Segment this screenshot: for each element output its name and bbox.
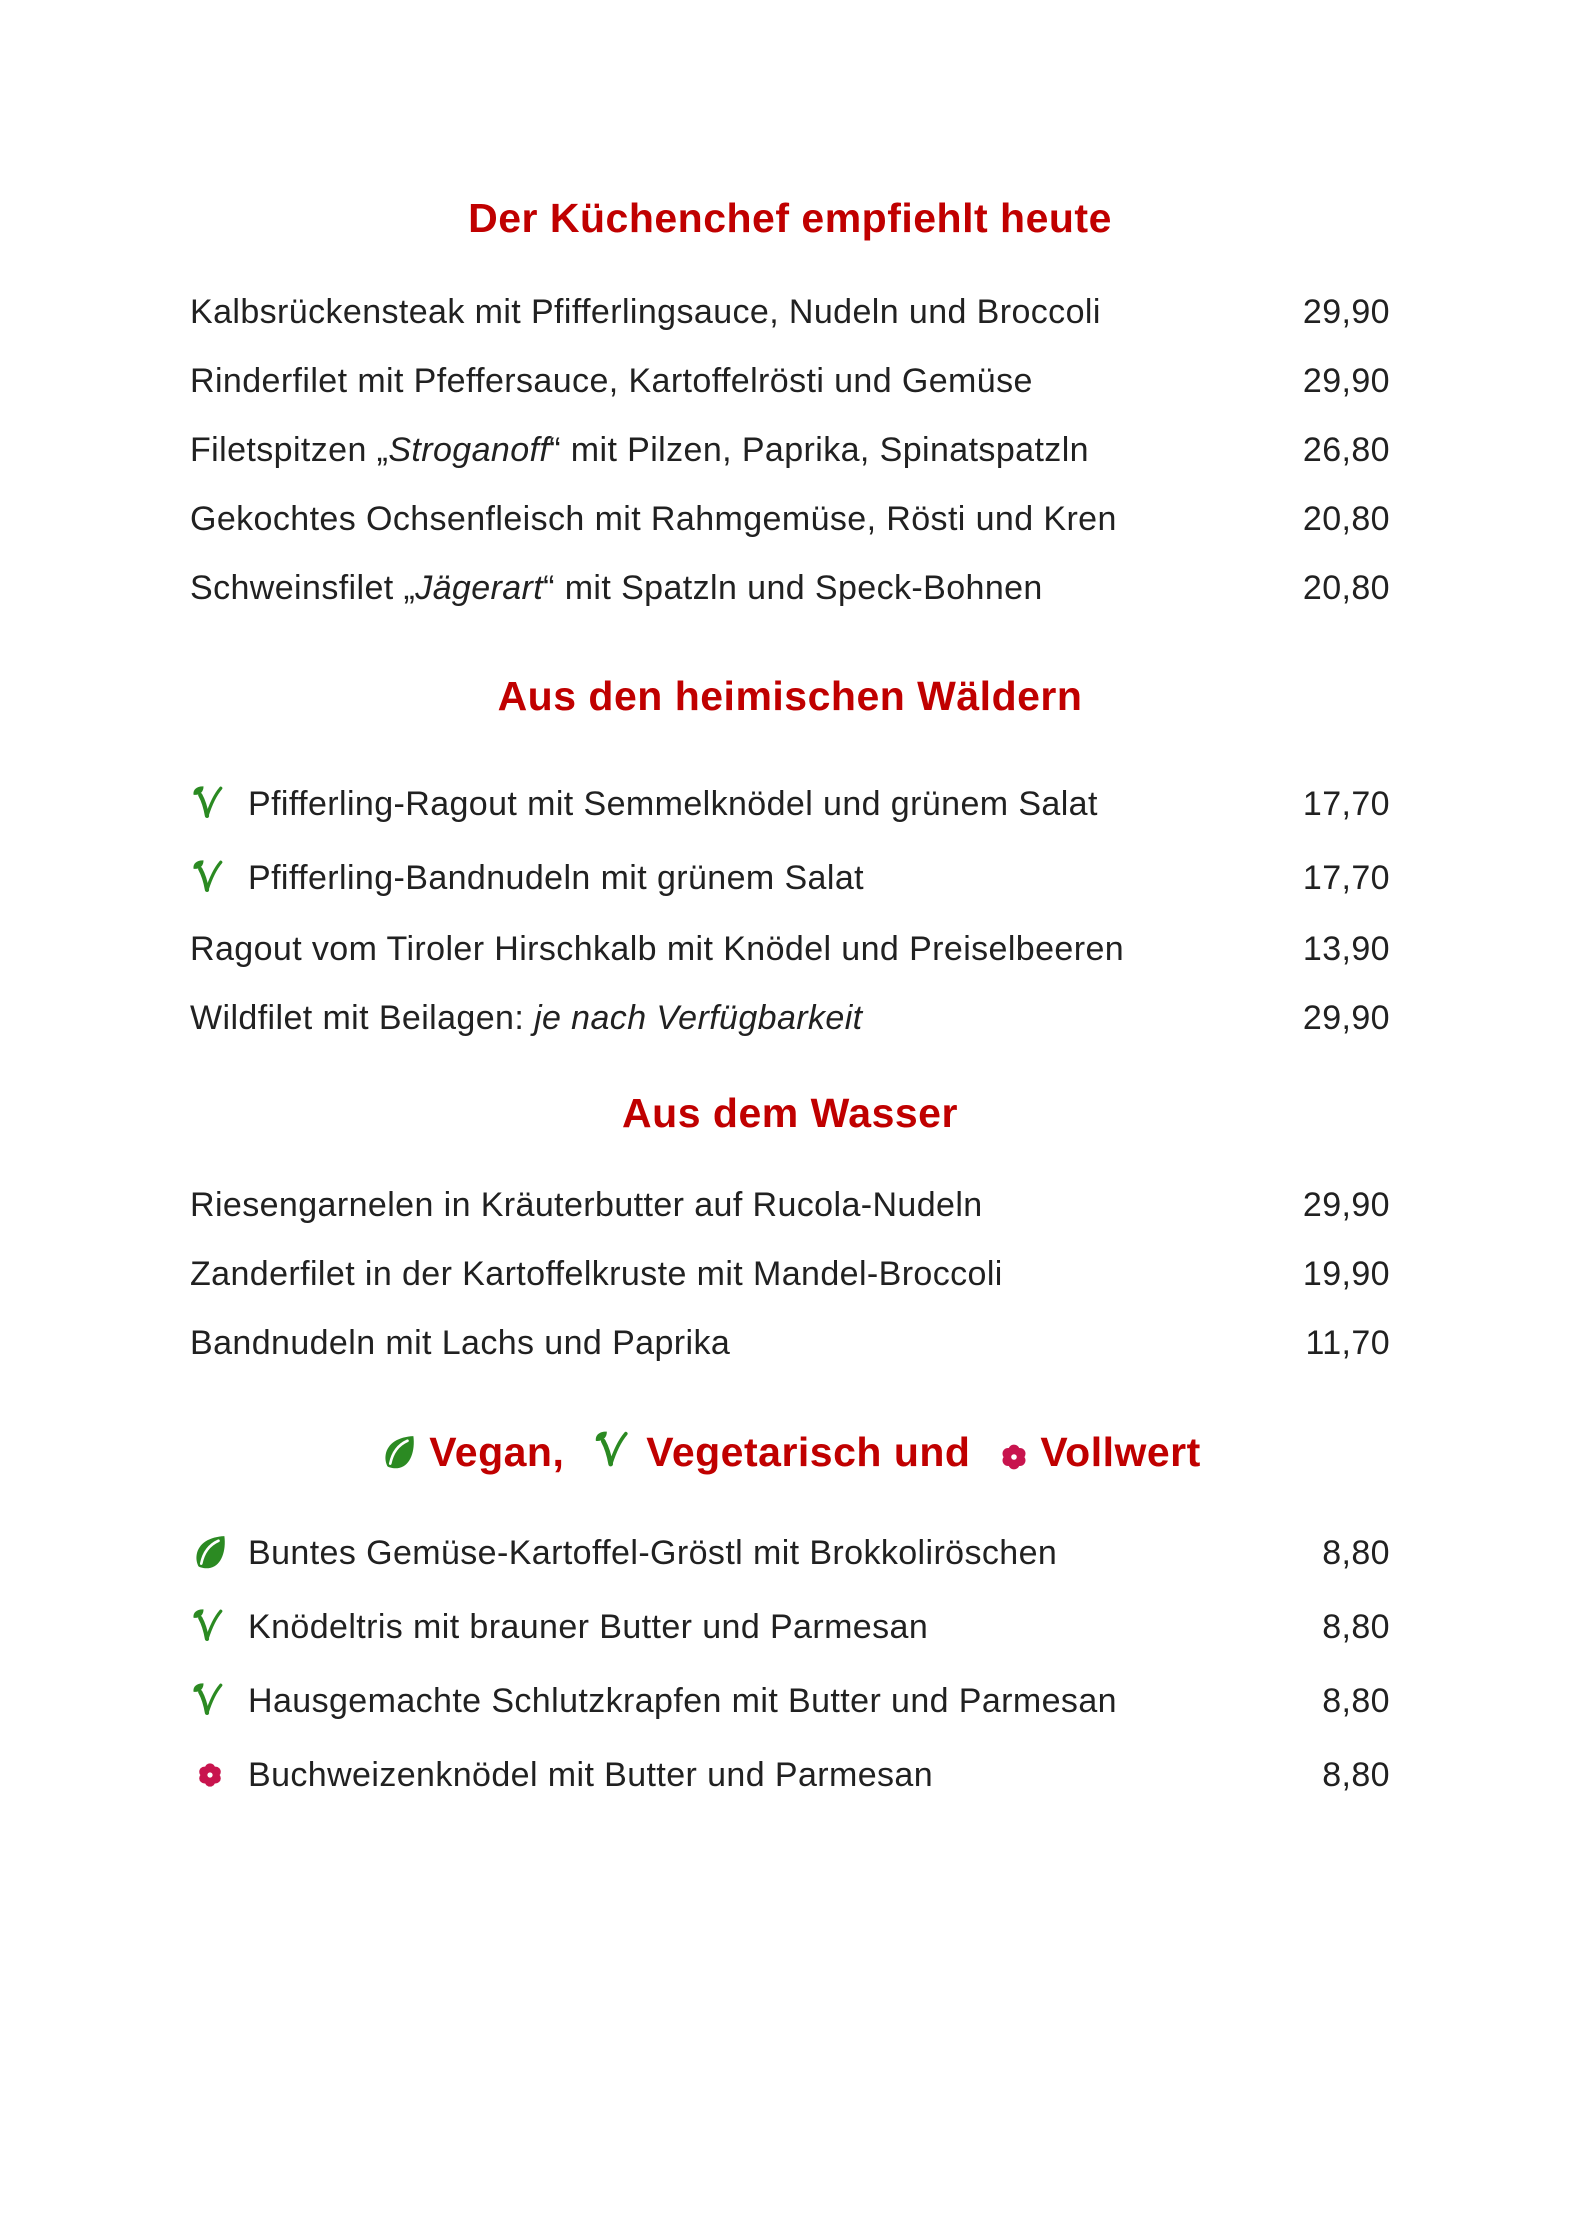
section-title: Vegan, Vegetarisch und Vollwert [190,1429,1390,1474]
vegetarian-v-icon [190,784,230,824]
menu-sections: Der Küchenchef empfiehlt heute Kalbsrück… [190,196,1390,1795]
menu-item-name-segment: Filetspitzen „ [190,431,389,469]
menu-item-row: Zanderfilet in der Kartoffelkruste mit M… [190,1257,1390,1292]
section-items: Riesengarnelen in Kräuterbutter auf Ruco… [190,1188,1390,1361]
menu-item-row: Buchweizenknödel mit Butter und Parmesan… [190,1755,1390,1795]
menu-item-name: Schweinsfilet „Jägerart“ mit Spatzln und… [190,571,1260,606]
vegetarian-v-icon [190,1681,230,1721]
menu-item-name: Zanderfilet in der Kartoffelkruste mit M… [190,1257,1260,1292]
menu-section: Aus dem Wasser Riesengarnelen in Kräuter… [190,1091,1390,1361]
menu-item-name-italic: je nach Verfügbarkeit [534,999,863,1037]
menu-item-price: 20,80 [1302,569,1390,607]
menu-item-row: Wildfilet mit Beilagen: je nach Verfügba… [190,1001,1390,1036]
menu-item-name-segment: “ mit Pilzen, Paprika, Spinatspatzln [549,431,1089,469]
vegetarian-v-icon [592,1429,636,1473]
menu-item-row: Pfifferling-Ragout mit Semmelknödel und … [190,784,1390,824]
menu-item-name-segment: Zanderfilet in der Kartoffelkruste mit M… [190,1255,1003,1293]
menu-item-row: Gekochtes Ochsenfleisch mit Rahmgemüse, … [190,502,1390,537]
section-title: Aus dem Wasser [622,1090,958,1136]
menu-section: Vegan, Vegetarisch und Vollwert Buntes G… [190,1429,1390,1795]
menu-item-name-italic: Jägerart [415,569,544,607]
menu-item-name-italic: Stroganoff [388,431,550,469]
section-title-text: Vegetarisch und [646,1429,983,1475]
menu-item-price: 19,90 [1302,1255,1390,1293]
menu-item-row: Knödeltris mit brauner Butter und Parmes… [190,1607,1390,1647]
menu-item-name: Buntes Gemüse-Kartoffel-Gröstl mit Brokk… [248,1533,1260,1572]
menu-item-name-segment: Hausgemachte Schlutzkrapfen mit Butter u… [248,1681,1117,1720]
vegan-leaf-icon [379,1433,419,1473]
menu-item-price: 11,70 [1305,1324,1390,1362]
menu-item-name-segment: “ mit Spatzln und Speck-Bohnen [543,569,1043,607]
menu-item-row: Kalbsrückensteak mit Pfifferlingsauce, N… [190,295,1390,330]
menu-item-name-segment: Wildfilet mit Beilagen: [190,999,535,1037]
menu-item-price: 26,80 [1302,431,1390,469]
vegan-leaf-icon [190,1533,230,1573]
menu-item-price: 17,70 [1302,784,1390,823]
menu-item-name: Rinderfilet mit Pfeffersauce, Kartoffelr… [190,364,1260,399]
menu-item-name-segment: Schweinsfilet „ [190,569,416,607]
menu-item-name-segment: Bandnudeln mit Lachs und Paprika [190,1324,731,1362]
menu-item-price: 8,80 [1322,1755,1390,1794]
menu-item-name-segment: Buchweizenknödel mit Butter und Parmesan [248,1755,934,1794]
menu-item-row: Ragout vom Tiroler Hirschkalb mit Knödel… [190,932,1390,967]
menu-item-price: 17,70 [1302,858,1390,897]
vollwert-flower-icon [190,1755,230,1795]
menu-item-price: 29,90 [1302,999,1390,1037]
menu-item-name-segment: Riesengarnelen in Kräuterbutter auf Ruco… [190,1186,983,1224]
menu-item-name-segment: Pfifferling-Ragout mit Semmelknödel und … [248,784,1098,823]
menu-item-row: Pfifferling-Bandnudeln mit grünem Salat … [190,858,1390,898]
menu-item-name-segment: Kalbsrückensteak mit Pfifferlingsauce, N… [190,293,1101,331]
menu-section: Der Küchenchef empfiehlt heute Kalbsrück… [190,196,1390,606]
menu-item-row: Filetspitzen „Stroganoff“ mit Pilzen, Pa… [190,433,1390,468]
menu-item-price: 29,90 [1302,1186,1390,1224]
menu-item-row: Rinderfilet mit Pfeffersauce, Kartoffelr… [190,364,1390,399]
menu-item-name-segment: Gekochtes Ochsenfleisch mit Rahmgemüse, … [190,500,1117,538]
vegetarian-v-icon [190,1607,230,1647]
menu-item-name-segment: Buntes Gemüse-Kartoffel-Gröstl mit Brokk… [248,1533,1058,1572]
menu-item-name: Ragout vom Tiroler Hirschkalb mit Knödel… [190,932,1260,967]
menu-item-name: Hausgemachte Schlutzkrapfen mit Butter u… [248,1681,1260,1720]
menu-item-name: Pfifferling-Ragout mit Semmelknödel und … [248,784,1260,823]
menu-item-name-segment: Ragout vom Tiroler Hirschkalb mit Knödel… [190,930,1125,968]
menu-item-row: Schweinsfilet „Jägerart“ mit Spatzln und… [190,571,1390,606]
menu-item-name: Pfifferling-Bandnudeln mit grünem Salat [248,858,1260,897]
menu-item-row: Hausgemachte Schlutzkrapfen mit Butter u… [190,1681,1390,1721]
menu-item-price: 20,80 [1302,500,1390,538]
menu-section: Aus den heimischen Wäldern Pfifferling-R… [190,674,1390,1036]
menu-item-price: 8,80 [1322,1607,1390,1646]
menu-item-price: 8,80 [1322,1681,1390,1720]
menu-item-name: Wildfilet mit Beilagen: je nach Verfügba… [190,1001,1260,1036]
menu-item-row: Bandnudeln mit Lachs und Paprika 11,70 [190,1326,1390,1361]
section-title: Der Küchenchef empfiehlt heute [468,195,1112,241]
menu-item-name: Gekochtes Ochsenfleisch mit Rahmgemüse, … [190,502,1260,537]
menu-item-name: Riesengarnelen in Kräuterbutter auf Ruco… [190,1188,1260,1223]
section-title-text: Vollwert [1040,1429,1201,1475]
menu-item-price: 13,90 [1302,930,1390,968]
menu-item-name: Kalbsrückensteak mit Pfifferlingsauce, N… [190,295,1260,330]
menu-item-price: 29,90 [1302,362,1390,400]
menu-item-name-segment: Knödeltris mit brauner Butter und Parmes… [248,1607,929,1646]
menu-item-name: Buchweizenknödel mit Butter und Parmesan [248,1755,1260,1794]
menu-item-name: Knödeltris mit brauner Butter und Parmes… [248,1607,1260,1646]
menu-item-row: Riesengarnelen in Kräuterbutter auf Ruco… [190,1188,1390,1223]
section-title: Aus den heimischen Wäldern [497,673,1083,719]
menu-item-price: 8,80 [1322,1533,1390,1572]
vollwert-flower-icon [998,1441,1030,1473]
section-items: Pfifferling-Ragout mit Semmelknödel und … [190,784,1390,1036]
menu-item-name-segment: Pfifferling-Bandnudeln mit grünem Salat [248,858,864,897]
menu-item-name: Filetspitzen „Stroganoff“ mit Pilzen, Pa… [190,433,1260,468]
section-items: Buntes Gemüse-Kartoffel-Gröstl mit Brokk… [190,1533,1390,1795]
menu-item-row: Buntes Gemüse-Kartoffel-Gröstl mit Brokk… [190,1533,1390,1573]
vegetarian-v-icon [190,858,230,898]
section-items: Kalbsrückensteak mit Pfifferlingsauce, N… [190,295,1390,606]
section-title-text: Vegan, [429,1429,577,1475]
menu-item-price: 29,90 [1302,293,1390,331]
menu-item-name-segment: Rinderfilet mit Pfeffersauce, Kartoffelr… [190,362,1033,400]
menu-item-name: Bandnudeln mit Lachs und Paprika [190,1326,1260,1361]
